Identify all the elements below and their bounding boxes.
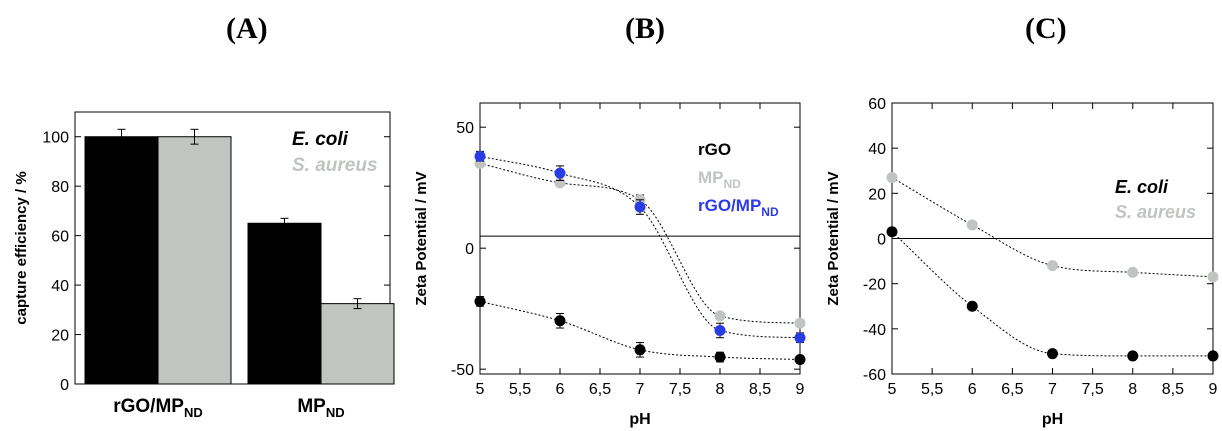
y-tick-label-c: 40 <box>868 141 886 158</box>
category-label: MPND <box>297 396 344 420</box>
data-point-rgo <box>554 315 566 327</box>
data-point-ecoli <box>1207 350 1219 362</box>
data-point-rgomp <box>474 150 486 162</box>
x-axis-label-c: pH <box>1042 411 1063 428</box>
x-tick-label-b: 7 <box>636 381 645 398</box>
y-tick-label-c: -20 <box>863 277 886 294</box>
data-point-saureus <box>1207 271 1219 283</box>
y-tick-label-c: 60 <box>868 96 886 113</box>
y-tick-label-b: 0 <box>465 241 474 258</box>
x-axis-label-b: pH <box>629 411 650 428</box>
data-point-rgomp <box>714 324 726 336</box>
panel-label-c: (C) <box>1025 12 1067 45</box>
x-tick-label-b: 6 <box>556 381 565 398</box>
x-tick-label-c: 9 <box>1209 381 1218 398</box>
panel-label-a: (A) <box>226 12 268 45</box>
y-tick-label-a: 80 <box>51 179 69 196</box>
data-point-rgomp <box>634 201 646 213</box>
y-tick-label-b: 50 <box>456 120 474 137</box>
category-label: rGO/MPND <box>113 396 203 420</box>
y-tick-label-c: 0 <box>877 232 886 249</box>
y-axis-label-b: Zeta Potential / mV <box>413 171 430 305</box>
x-tick-label-b: 6,5 <box>589 381 611 398</box>
x-tick-label-b: 8 <box>716 381 725 398</box>
y-tick-label-a: 100 <box>42 130 69 147</box>
legend-label: S. aureus <box>292 155 378 176</box>
series-line-ecoli <box>891 231 1213 357</box>
data-point-saureus <box>886 172 898 184</box>
series-line-mp <box>479 163 801 324</box>
x-tick-label-c: 7,5 <box>1082 381 1104 398</box>
x-tick-label-b: 9 <box>796 381 805 398</box>
data-point-ecoli <box>1047 348 1058 360</box>
data-point-rgo <box>714 351 726 363</box>
series-line-rgo <box>479 300 801 360</box>
legend-label-rgo: rGO <box>698 140 731 159</box>
data-point-ecoli <box>966 300 978 312</box>
x-tick-label-c: 8 <box>1128 381 1137 398</box>
plot-frame-a <box>74 111 391 385</box>
y-axis-label-c: Zeta Potential / mV <box>825 171 842 305</box>
series-line-rgomp <box>479 155 801 339</box>
bar-saureus <box>320 303 395 385</box>
y-tick-label-c: 20 <box>868 186 886 203</box>
legend-label-rgomp: rGO/MPND <box>698 196 779 219</box>
y-tick-label-c: -40 <box>863 322 886 339</box>
y-tick-label-a: 20 <box>51 328 69 345</box>
panel-label-b: (B) <box>625 12 665 45</box>
y-tick-label-a: 60 <box>51 229 69 246</box>
data-point-ecoli <box>886 226 898 238</box>
x-tick-label-c: 6,5 <box>1001 381 1023 398</box>
x-tick-label-b: 5,5 <box>509 381 531 398</box>
data-point-rgomp <box>554 167 566 179</box>
legend-label: E. coli <box>292 129 349 150</box>
x-tick-label-b: 5 <box>476 381 485 398</box>
y-tick-label-b: -50 <box>451 362 474 379</box>
data-point-saureus <box>1047 260 1058 272</box>
data-point-mp <box>794 317 806 329</box>
legend-label-saureus: S. aureus <box>1115 202 1196 222</box>
x-tick-label-c: 6 <box>968 381 977 398</box>
bar-ecoli <box>247 222 322 385</box>
data-point-saureus <box>966 219 978 231</box>
data-point-ecoli <box>1127 350 1139 362</box>
x-tick-label-c: 5 <box>888 381 897 398</box>
x-tick-label-b: 7,5 <box>669 381 691 398</box>
x-tick-label-c: 5,5 <box>921 381 943 398</box>
bar-ecoli <box>84 136 159 385</box>
x-tick-label-b: 8,5 <box>749 381 771 398</box>
data-point-saureus <box>1127 266 1139 278</box>
y-tick-label-c: -60 <box>863 367 886 384</box>
data-point-rgo <box>634 344 646 356</box>
legend-label-mp: MPND <box>698 168 741 191</box>
bar-saureus <box>157 136 232 385</box>
x-tick-label-c: 7 <box>1048 381 1057 398</box>
plot-frame-b <box>479 102 801 375</box>
data-point-rgomp <box>794 332 806 344</box>
y-tick-label-a: 40 <box>51 278 69 295</box>
legend-label-ecoli: E. coli <box>1115 177 1169 197</box>
data-point-mp <box>714 310 726 322</box>
y-tick-label-a: 0 <box>60 377 69 394</box>
x-tick-label-c: 8,5 <box>1162 381 1184 398</box>
data-point-rgo <box>474 295 486 307</box>
y-axis-label-a: capture efficiency / % <box>13 171 30 324</box>
data-point-rgo <box>794 353 806 365</box>
